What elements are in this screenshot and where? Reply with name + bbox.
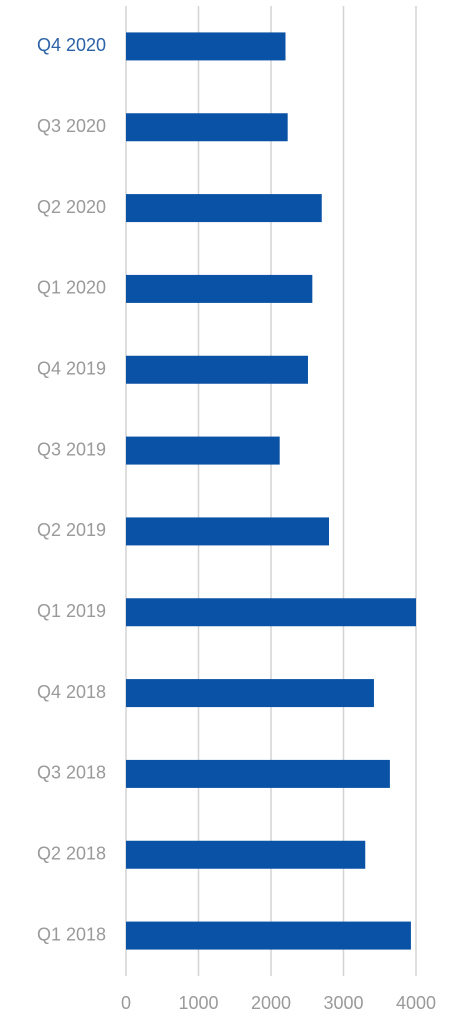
bar	[126, 598, 416, 627]
x-tick-label: 0	[121, 993, 131, 1013]
y-tick-label: Q4 2019	[37, 359, 106, 379]
bar	[126, 840, 366, 869]
bar	[126, 355, 308, 384]
bar	[126, 113, 288, 142]
bar	[126, 194, 322, 223]
x-tick-label: 4000	[396, 993, 436, 1013]
bar	[126, 921, 411, 950]
x-tick-label: 1000	[178, 993, 218, 1013]
y-tick-label: Q2 2020	[37, 197, 106, 217]
bar	[126, 436, 280, 465]
y-tick-label: Q1 2020	[37, 278, 106, 298]
bar	[126, 32, 286, 61]
y-tick-label: Q3 2020	[37, 116, 106, 136]
y-tick-label: Q4 2020	[37, 35, 106, 55]
bar	[126, 274, 313, 303]
bar	[126, 517, 329, 546]
x-tick-label: 2000	[251, 993, 291, 1013]
y-tick-label: Q1 2019	[37, 601, 106, 621]
bar	[126, 679, 374, 708]
y-tick-label: Q3 2018	[37, 763, 106, 783]
y-tick-label: Q1 2018	[37, 924, 106, 944]
bar	[126, 759, 390, 788]
y-tick-label: Q2 2018	[37, 844, 106, 864]
y-tick-label: Q4 2018	[37, 682, 106, 702]
y-tick-label: Q3 2019	[37, 439, 106, 459]
x-tick-label: 3000	[323, 993, 363, 1013]
y-tick-label: Q2 2019	[37, 520, 106, 540]
